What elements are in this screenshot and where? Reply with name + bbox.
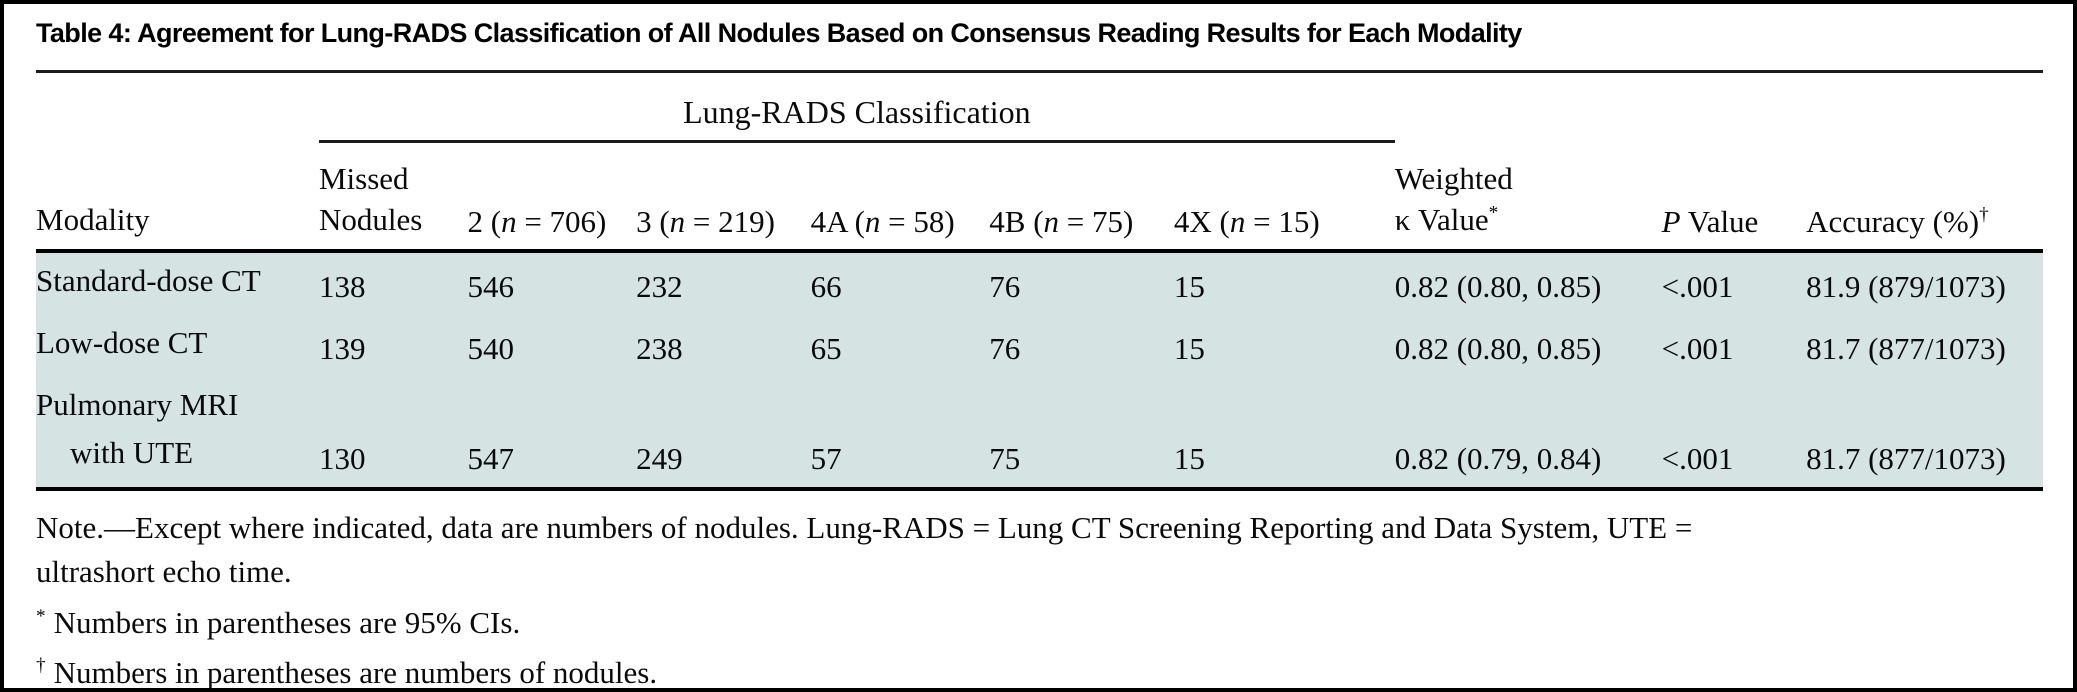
header-accuracy: Accuracy (%)† — [1806, 142, 2043, 251]
cell-missed: 138 — [318, 268, 366, 304]
footnote-star-symbol: * — [36, 605, 46, 627]
cell-kappa: 0.82 (0.79, 0.84) — [1394, 440, 1602, 476]
cell-modality: Low-dose CT — [36, 315, 319, 377]
cell-accuracy: 81.9 (879/1073) — [1806, 268, 2006, 304]
header-lr4b: 4B (n = 75) — [989, 142, 1174, 251]
footnote-star: * Numbers in parentheses are 95% CIs. — [36, 603, 2043, 643]
header-lr3-post: = 219) — [685, 203, 775, 239]
cell-modality: Pulmonary MRI with UTE — [36, 377, 319, 489]
modality-label-line1: Pulmonary MRI — [36, 387, 239, 423]
table-note: Note.—Except where indicated, data are n… — [36, 506, 2043, 594]
cell-missed: 130 — [318, 440, 366, 476]
header-lr3-n: n — [669, 203, 686, 239]
cell-missed: 139 — [318, 330, 366, 366]
cell-kappa: 0.82 (0.80, 0.85) — [1394, 330, 1602, 366]
header-accuracy-dagger: † — [1979, 204, 1989, 226]
table-body: Standard-dose CT 138 546 232 66 76 15 0.… — [36, 250, 2043, 490]
header-lr4b-pre: 4B ( — [989, 203, 1044, 239]
cell-p-value: <.001 — [1661, 440, 1734, 476]
spanner-spacer-left — [36, 73, 319, 142]
cell-accuracy: 81.7 (877/1073) — [1806, 330, 2006, 366]
cell-lr4x: 15 — [1173, 440, 1205, 476]
header-lr2-pre: 2 ( — [467, 203, 502, 239]
cell-kappa: 0.82 (0.80, 0.85) — [1394, 268, 1602, 304]
cell-lr4b: 76 — [989, 330, 1021, 366]
header-lr4b-post: = 75) — [1059, 203, 1134, 239]
header-lr4x-post: = 15) — [1245, 203, 1320, 239]
table-row-standard-dose-ct: Standard-dose CT 138 546 232 66 76 15 0.… — [36, 250, 2043, 316]
modality-label: Standard-dose CT — [36, 262, 261, 298]
header-p-value: P Value — [1662, 142, 1807, 251]
cell-p-value: <.001 — [1661, 330, 1734, 366]
cell-lr3: 232 — [636, 268, 683, 304]
header-modality: Modality — [36, 142, 319, 251]
modality-label-line2: with UTE — [70, 435, 194, 471]
note-line2: ultrashort echo time. — [36, 554, 292, 590]
header-missed-nodules: Missed Nodules — [319, 142, 468, 251]
header-weighted-kappa: Weighted κ Value* — [1395, 142, 1662, 251]
spanner-header: Lung-RADS Classification — [318, 73, 1395, 144]
table-header: Lung-RADS Classification Modality Missed… — [36, 73, 2043, 251]
table-title: Table 4: Agreement for Lung-RADS Classif… — [36, 18, 1522, 48]
cell-accuracy: 81.7 (877/1073) — [1806, 440, 2006, 476]
cell-lr4x: 15 — [1173, 330, 1205, 366]
cell-lr4a: 65 — [810, 330, 842, 366]
spanner-row: Lung-RADS Classification — [36, 73, 2043, 144]
column-header-row: Modality Missed Nodules 2 (n = 706) 3 (n… — [36, 142, 2043, 251]
cell-lr4x: 15 — [1173, 268, 1205, 304]
note-line1: Note.—Except where indicated, data are n… — [36, 510, 1693, 546]
spanner-spacer-right — [1395, 73, 2043, 142]
cell-lr2: 547 — [467, 440, 515, 476]
footnote-star-text: Numbers in parentheses are 95% CIs. — [53, 605, 521, 641]
header-modality-label: Modality — [36, 201, 150, 237]
header-lr4x-pre: 4X ( — [1173, 203, 1230, 239]
header-lr2: 2 (n = 706) — [468, 142, 637, 251]
header-lr4a-pre: 4A ( — [810, 203, 865, 239]
header-lr4x: 4X (n = 15) — [1174, 142, 1395, 251]
header-p-text: Value — [1680, 203, 1759, 239]
cell-lr3: 238 — [636, 330, 683, 366]
modality-label: Low-dose CT — [36, 325, 208, 361]
header-kappa-line2: κ Value* — [1395, 200, 1656, 240]
header-lr4b-n: n — [1043, 203, 1060, 239]
header-kappa-line1: Weighted — [1394, 161, 1513, 197]
header-accuracy-text: Accuracy (%) — [1806, 203, 1980, 239]
cell-lr4a: 57 — [810, 440, 842, 476]
cell-lr2: 546 — [467, 268, 515, 304]
header-lr2-n: n — [501, 203, 517, 239]
cell-modality: Standard-dose CT — [36, 251, 319, 315]
header-kappa-asterisk: * — [1488, 202, 1499, 224]
title-rule — [36, 70, 2043, 73]
header-kappa-label: κ Value — [1394, 201, 1489, 237]
header-lr3: 3 (n = 219) — [636, 142, 811, 251]
footnote-dagger-text: Numbers in parentheses are numbers of no… — [53, 654, 658, 690]
cell-lr4a: 66 — [810, 268, 842, 304]
header-lr3-pre: 3 ( — [636, 203, 670, 239]
cell-lr4b: 76 — [989, 268, 1021, 304]
cell-p-value: <.001 — [1661, 268, 1734, 304]
header-missed-line2: Nodules — [318, 201, 423, 237]
table-row-low-dose-ct: Low-dose CT 139 540 238 65 76 15 0.82 (0… — [36, 315, 2043, 378]
header-lr4a-post: = 58) — [880, 203, 955, 239]
header-lr4a: 4A (n = 58) — [811, 142, 990, 251]
footnote-dagger: † Numbers in parentheses are numbers of n… — [36, 653, 2043, 690]
header-lr4x-n: n — [1229, 203, 1246, 239]
cell-lr2: 540 — [467, 330, 515, 366]
table-row-pulmonary-mri-ute: Pulmonary MRI with UTE 130 547 249 57 75… — [36, 377, 2043, 490]
cell-lr3: 249 — [636, 440, 683, 476]
header-lr2-post: = 706) — [516, 203, 607, 239]
header-missed-line1: Missed — [318, 161, 409, 197]
cell-lr4b: 75 — [989, 440, 1021, 476]
header-p-italic: P — [1661, 203, 1681, 239]
header-lr4a-n: n — [864, 203, 881, 239]
footnote-dagger-symbol: † — [36, 655, 46, 677]
data-table: Lung-RADS Classification Modality Missed… — [36, 73, 2043, 491]
